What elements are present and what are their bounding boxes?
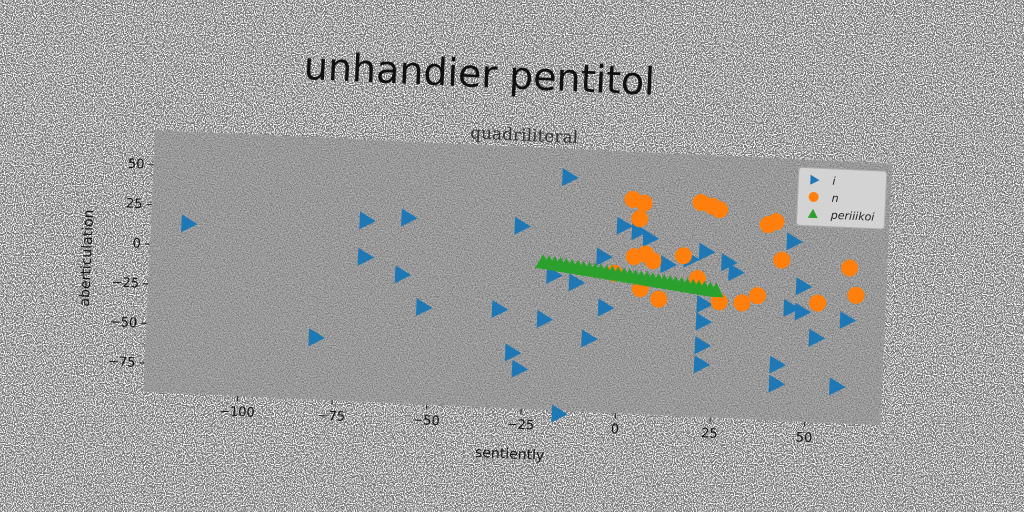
x-axis-label: sentiently [475,445,545,464]
legend: in periiikoi [795,166,888,230]
point-i [359,211,376,230]
point-i [308,328,326,347]
point-i [536,310,554,329]
point-i [357,247,375,266]
point-n [644,252,662,270]
point-i [596,247,613,266]
point-i [839,311,857,330]
point-i [728,263,745,282]
point-i [693,355,711,374]
point-i [504,343,522,362]
x-tick-label: −50 [412,413,440,429]
point-i [768,374,786,393]
x-tick-label: −75 [317,409,345,425]
point-n [711,201,729,219]
point-n [635,194,653,212]
point-i [551,404,568,423]
y-axis-label: aberticulation [77,209,97,307]
point-n [847,286,865,304]
point-i [829,377,846,396]
legend-label: n [831,192,839,205]
x-tick-label: −100 [219,404,255,421]
point-i [694,336,712,355]
legend-box [795,166,888,230]
y-tick-label: 50 [128,157,145,173]
point-i [581,329,598,348]
point-i [401,208,418,227]
point-i [561,168,579,187]
point-i [795,277,813,296]
point-i [631,222,649,241]
point-i [491,300,509,319]
x-tick-label: 0 [610,422,619,437]
point-i [696,295,713,314]
chart-title: quadriliteral [470,123,579,148]
legend-marker [810,174,820,185]
point-n [625,248,643,266]
point-i [660,255,677,274]
point-n [733,294,751,312]
point-i [695,312,713,331]
point-n [773,251,791,269]
y-tick-label: −75 [108,355,136,371]
point-n [631,210,649,228]
point-n [650,290,668,308]
point-i [546,265,563,284]
x-tick-label: 25 [701,426,718,442]
x-tick-label: −25 [506,417,534,433]
point-i [511,359,529,378]
point-i [514,216,531,235]
point-i [721,253,738,272]
point-i [415,298,433,317]
y-tick-label: 0 [132,236,141,251]
point-n [809,294,827,312]
point-i [568,273,586,292]
legend-marker [808,191,819,202]
point-i [808,328,826,347]
point-i [616,216,634,235]
x-tick-label: 50 [795,430,812,446]
point-i [597,298,615,317]
point-i [181,214,198,233]
legend-label: i [832,175,836,188]
legend-marker [807,208,818,219]
point-i [786,232,803,251]
point-i [698,242,716,261]
point-i [769,355,787,374]
point-i [642,229,660,247]
legend-label: periiikoi [830,209,875,224]
point-n [841,259,859,277]
y-tick-label: 25 [126,196,143,212]
y-tick-label: −50 [109,315,137,331]
point-periiikoi [707,282,724,298]
point-n [674,247,692,265]
point-n [748,287,766,305]
y-tick-label: −25 [111,275,139,291]
point-i [794,302,812,321]
point-i [783,298,800,317]
point-n [759,216,777,234]
point-i [394,265,412,284]
point-n [710,293,728,311]
